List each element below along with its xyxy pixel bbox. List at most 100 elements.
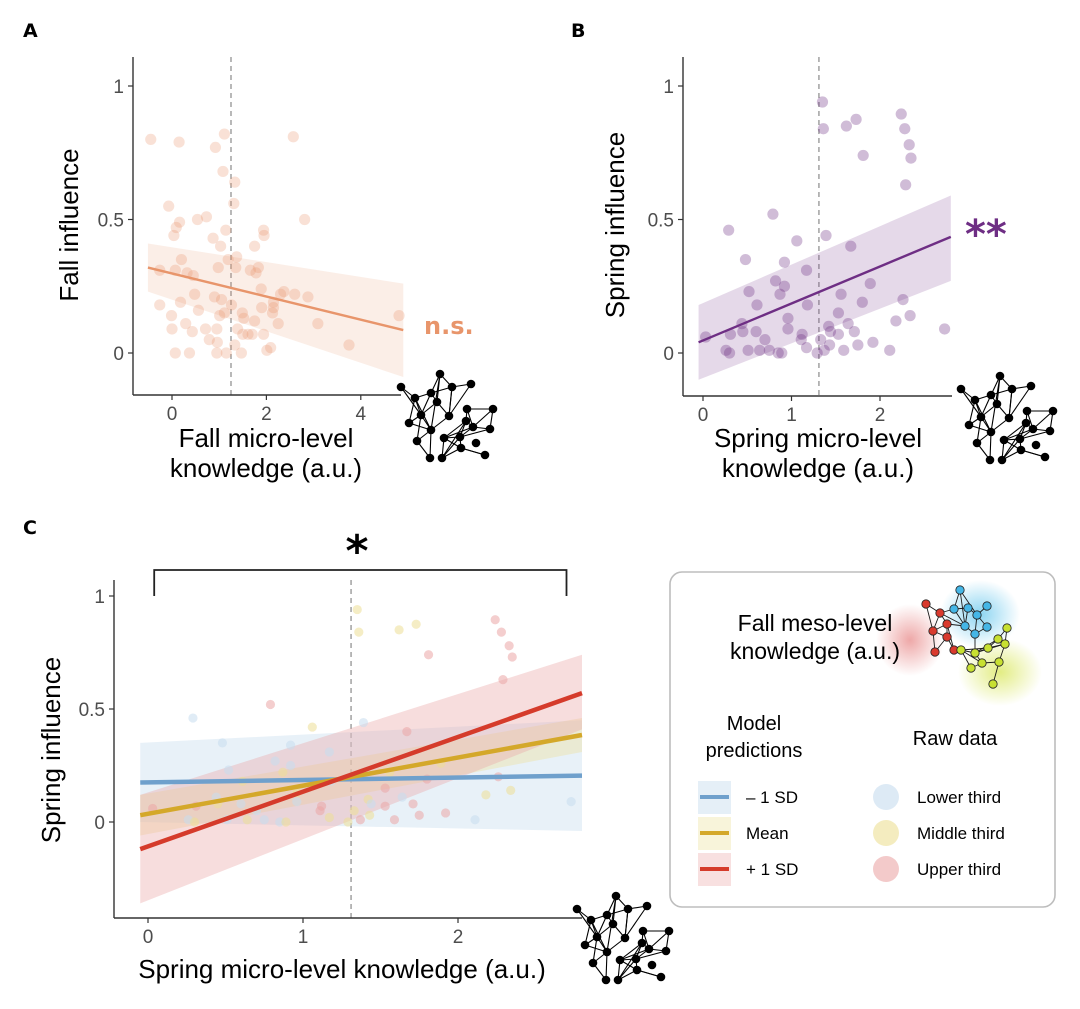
data-point	[229, 176, 241, 188]
data-point	[324, 747, 334, 757]
data-point	[842, 318, 854, 330]
network-edge	[619, 948, 650, 961]
data-point	[774, 288, 786, 300]
legend-title-line1: Fall meso-level	[738, 610, 893, 636]
data-point	[397, 792, 407, 802]
data-point	[218, 128, 230, 140]
y-tick-label: 0.5	[648, 211, 674, 232]
data-point	[394, 625, 404, 635]
significance-bracket	[153, 569, 568, 596]
network-edge	[1019, 430, 1051, 440]
data-point	[265, 342, 277, 354]
data-point	[312, 318, 324, 330]
network-node	[426, 388, 436, 398]
data-point	[222, 253, 234, 266]
network-edge	[592, 936, 598, 964]
legend-item-lower-third: Lower third	[873, 784, 1001, 810]
network-node	[1048, 406, 1058, 416]
data-point	[835, 288, 847, 300]
data-point	[278, 285, 290, 298]
network-edge	[617, 942, 643, 981]
network-edge	[959, 589, 978, 616]
data-point	[237, 328, 249, 340]
data-point	[852, 339, 864, 351]
data-point	[349, 806, 359, 816]
network-node	[949, 604, 959, 614]
data-point	[838, 344, 850, 356]
data-point	[220, 347, 232, 359]
network-node	[995, 371, 1005, 381]
network-edge	[1003, 428, 1034, 441]
x-tick-label: 2	[453, 927, 464, 948]
data-point	[214, 310, 226, 322]
data-point	[258, 229, 270, 242]
network-edge	[576, 908, 598, 938]
data-point	[820, 229, 832, 242]
y-axis-title-b: Spring influence	[600, 132, 630, 318]
network-node	[444, 411, 454, 421]
confidence-band	[698, 195, 951, 380]
y-tick-label: 1	[663, 77, 674, 98]
network-node	[977, 658, 987, 668]
prediction-line-mean	[139, 732, 583, 818]
legend-item-mean: Mean	[698, 817, 789, 850]
data-point	[815, 334, 827, 346]
prediction-line-minus1sd	[140, 773, 583, 785]
network-node	[471, 438, 481, 448]
network-edge	[441, 420, 467, 459]
data-point	[211, 323, 223, 335]
network-node	[970, 648, 980, 658]
data-point	[481, 790, 491, 800]
data-point	[242, 328, 254, 340]
network-node	[611, 891, 621, 901]
legend-item-upper-third: Upper third	[873, 856, 1001, 882]
data-point	[354, 627, 364, 637]
data-point	[490, 615, 500, 625]
network-node	[396, 382, 406, 392]
data-point	[723, 224, 735, 236]
network-edge	[443, 420, 467, 439]
data-point	[207, 232, 219, 244]
network-node	[456, 443, 466, 453]
data-point	[165, 310, 178, 322]
network-edge	[939, 612, 966, 627]
data-point	[256, 302, 268, 314]
legend-raw-header: Raw data	[913, 728, 998, 750]
network-node	[960, 621, 970, 631]
data-point	[261, 344, 273, 356]
data-point	[224, 765, 234, 775]
data-point	[358, 717, 369, 728]
data-point	[199, 323, 212, 335]
network-node	[972, 610, 982, 620]
data-point	[795, 334, 807, 346]
regression-line	[147, 266, 404, 332]
legend-label: – 1 SD	[746, 788, 798, 807]
data-point	[302, 291, 314, 303]
data-point	[175, 253, 188, 266]
data-point	[720, 344, 732, 356]
data-point	[270, 756, 280, 766]
data-point	[742, 344, 754, 356]
data-point	[759, 334, 771, 346]
network-edge	[1032, 410, 1054, 430]
data-point	[739, 253, 752, 266]
data-point	[169, 347, 181, 359]
network-edge	[448, 386, 453, 417]
data-point	[307, 722, 317, 732]
legend-dot	[873, 820, 899, 846]
network-node	[468, 422, 478, 432]
legend-model-header-line1: Model	[727, 713, 781, 735]
network-node	[942, 632, 952, 642]
data-point	[200, 211, 213, 223]
network-node	[412, 436, 422, 446]
network-node	[985, 455, 995, 465]
data-point	[220, 224, 232, 236]
network-node	[956, 645, 966, 655]
legend: Fall meso-level knowledge (a.u.) Model p…	[669, 571, 1056, 908]
data-point	[186, 326, 198, 338]
data-point	[203, 334, 215, 346]
prediction-line-plus1sd	[139, 691, 583, 852]
data-point	[796, 328, 808, 340]
data-point	[189, 288, 201, 300]
network-node	[1000, 639, 1010, 649]
